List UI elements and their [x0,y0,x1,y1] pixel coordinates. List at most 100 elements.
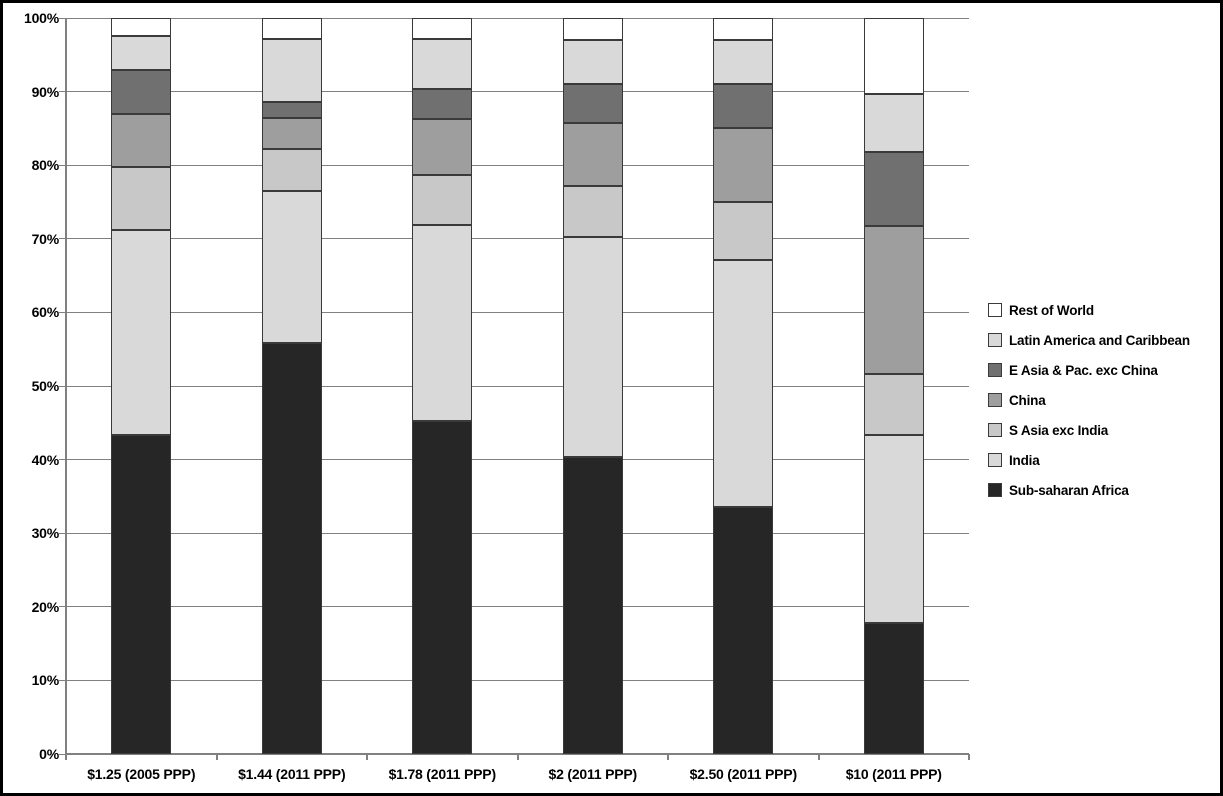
y-axis-label-40: 40% [31,451,60,468]
y-axis-tick-40 [59,459,66,461]
legend-item: Rest of World [988,295,1190,325]
y-axis-tick-60 [59,311,66,313]
legend-swatch-icon [988,333,1002,347]
bar-segment [111,113,172,167]
x-axis-label: $1.25 (2005 PPP) [87,766,196,782]
y-axis-tick-50 [59,385,66,387]
bar-segment [111,434,172,754]
legend-label: E Asia & Pac. exc China [1009,362,1158,378]
y-axis-label-60: 60% [31,304,60,321]
legend-item: S Asia exc India [988,415,1190,445]
y-axis-tick-80 [59,164,66,166]
bar-segment [261,18,322,39]
x-axis-tick-0 [65,754,67,760]
legend-swatch-icon [988,393,1002,407]
bar-segment [412,224,473,422]
bar-segment [111,18,172,36]
x-axis-tick-2 [366,754,368,760]
bar-segment [412,118,473,175]
legend-item: Sub-saharan Africa [988,475,1190,505]
x-axis-tick-1 [215,754,218,760]
legend-item: E Asia & Pac. exc China [988,355,1190,385]
y-axis-label-70: 70% [31,230,60,247]
bar-segment [412,39,473,89]
x-axis-label: $2 (2011 PPP) [548,766,638,782]
legend-label: S Asia exc India [1009,422,1109,438]
y-axis-label-50: 50% [31,378,60,394]
y-axis-label-100: 100% [23,10,59,26]
legend-swatch-icon [988,303,1002,317]
gridline-90 [66,91,969,93]
bar-segment [261,101,322,119]
legend-swatch-icon [988,363,1002,377]
y-axis-tick-10 [59,679,66,681]
y-axis-tick-100 [59,17,66,19]
bar-segment [261,118,322,149]
bar-segment [562,457,623,754]
bar-segment [863,18,924,94]
bar-segment [713,128,774,202]
legend-swatch-icon [988,483,1002,497]
bar-segment [111,35,172,70]
legend: Rest of World Latin America and Caribbean… [988,295,1190,505]
bar-segment [261,38,322,102]
bar-segment [562,40,623,85]
bar-segment [261,149,322,191]
bar-segment [863,225,924,375]
gridline-30 [66,532,969,534]
bar-segment [713,507,774,754]
legend-swatch-icon [988,453,1002,467]
bar-segment [412,174,473,225]
legend-item: India [988,445,1190,475]
gridline-20 [66,606,969,608]
legend-label: Rest of World [1009,302,1094,318]
bar-segment [713,40,774,84]
gridline-100 [66,17,969,19]
legend-label: Latin America and Caribbean [1009,332,1190,348]
x-axis-label: $2.50 (2011 PPP) [689,766,798,782]
bar-segment [713,18,774,41]
legend-swatch-icon [988,423,1002,437]
y-axis-label-90: 90% [31,83,60,100]
plot-area: 0% 10% 20% 30% 40% 50% 60% 70% 80% 90% 100% $1.25 (… [3,3,1220,793]
y-axis-tick-70 [59,238,66,240]
y-axis-tick-30 [59,532,66,534]
x-axis-tick-4 [667,754,669,760]
bar-segment [713,202,774,261]
x-axis-label: $1.78 (2011 PPP) [388,766,497,782]
y-axis-tick-20 [59,606,66,608]
x-axis-tick-5 [817,754,820,760]
bar-segment [562,236,623,458]
y-axis-label-10: 10% [31,672,60,689]
bar-segment [111,229,172,435]
gridline-50 [66,385,969,387]
bar-segment [863,151,924,226]
bar-segment [562,84,623,123]
y-axis-label-80: 80% [31,157,60,174]
bar-segment [562,18,623,41]
legend-label: Sub-saharan Africa [1009,482,1129,498]
bar-segment [412,18,473,40]
y-axis-line [65,18,67,755]
bar-segment [562,185,623,237]
bar-segment [863,622,924,754]
legend-item: Latin America and Caribbean [988,325,1190,355]
y-axis-label-30: 30% [31,525,60,542]
bar-segment [863,93,924,152]
gridline-70 [66,238,969,240]
bar-segment [713,260,774,508]
y-axis-label-0: 0% [39,746,59,762]
gridline-10 [66,679,969,681]
bar-segment [261,343,322,754]
x-axis-tick-6 [968,754,970,760]
bar-segment [412,421,473,754]
bar-segment [863,434,924,623]
x-axis-label: $1.44 (2011 PPP) [238,766,346,782]
y-axis-label-20: 20% [31,598,60,615]
gridline-60 [66,311,969,313]
legend-item: China [988,385,1190,415]
bar-segment [562,122,623,186]
bar-segment [863,374,924,435]
bar-segment [111,166,172,230]
